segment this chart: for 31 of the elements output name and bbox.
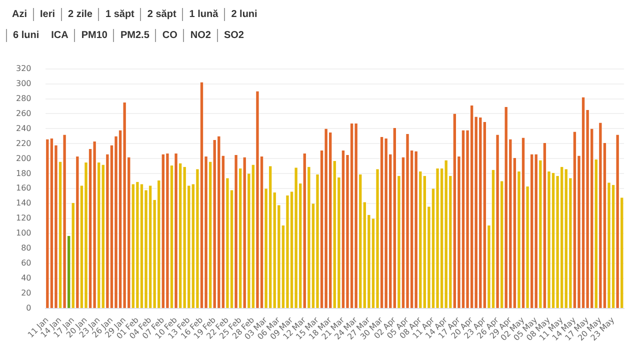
text: PM10 — [74, 29, 114, 42]
y-tick-label: 20 — [21, 288, 32, 298]
y-tick-label: 60 — [21, 258, 32, 268]
text: 2 zile — [61, 8, 98, 21]
text: 2 luni — [224, 8, 264, 21]
y-tick-label: 300 — [16, 78, 32, 88]
text: 6 luni — [6, 29, 46, 42]
y-tick-label: 240 — [16, 124, 32, 133]
y-tick-label: 100 — [16, 228, 32, 238]
text: Azi — [11, 8, 28, 21]
y-tick-label: 0 — [26, 304, 32, 313]
y-tick-label: 260 — [16, 108, 32, 118]
text: SO2 — [216, 29, 250, 42]
y-tick-label: 120 — [16, 214, 32, 223]
text: 1 săpt — [98, 8, 140, 21]
y-tick-label: 160 — [16, 184, 32, 193]
y-tick-label: 320 — [16, 64, 32, 73]
text: PM2.5 — [113, 29, 156, 42]
text: 1 lună — [182, 8, 224, 21]
y-tick-label: 200 — [16, 154, 32, 163]
y-tick-label: 40 — [21, 274, 32, 283]
text: CO — [155, 29, 184, 42]
text: 2 săpt — [140, 8, 182, 21]
text: ICA — [50, 29, 70, 42]
y-tick-label: 220 — [16, 138, 32, 148]
y-tick-label: 180 — [16, 168, 32, 178]
y-tick-label: 140 — [16, 198, 32, 208]
y-tick-label: 80 — [21, 244, 32, 253]
text: NO2 — [183, 29, 217, 42]
text: Ieri — [33, 8, 62, 21]
y-tick-label: 280 — [16, 94, 32, 103]
